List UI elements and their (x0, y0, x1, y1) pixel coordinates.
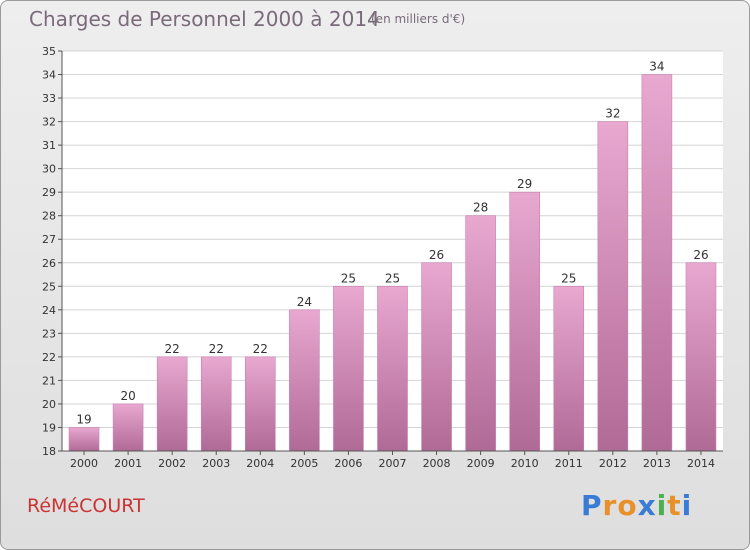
y-tick-label: 19 (42, 421, 56, 434)
bar (553, 285, 585, 452)
logo-letter: r (602, 489, 618, 522)
data-label: 26 (693, 248, 708, 262)
y-tick-label: 31 (42, 139, 56, 152)
x-tick-label: 2013 (643, 457, 671, 470)
bar (641, 74, 673, 452)
y-tick-label: 20 (42, 398, 56, 411)
x-tick-label: 2000 (70, 457, 98, 470)
x-tick-label: 2004 (246, 457, 274, 470)
bar (333, 285, 364, 452)
proxiti-logo[interactable]: Proxiti (581, 489, 692, 522)
x-tick-label: 2002 (158, 457, 186, 470)
x-tick-label: 2007 (379, 457, 407, 470)
bar (597, 121, 629, 452)
y-tick-label: 22 (42, 351, 56, 364)
data-label: 22 (253, 342, 268, 356)
data-label: 25 (385, 271, 400, 285)
data-label: 22 (165, 342, 180, 356)
y-tick-label: 27 (42, 233, 56, 246)
y-tick-label: 26 (42, 257, 56, 270)
bar (377, 285, 408, 452)
y-tick-label: 33 (42, 92, 56, 105)
x-tick-label: 2001 (114, 457, 142, 470)
data-label: 24 (297, 295, 312, 309)
y-tick-label: 34 (42, 69, 56, 82)
data-label: 34 (649, 60, 664, 74)
bar (68, 427, 100, 452)
chart-title: Charges de Personnel 2000 à 2014 (29, 7, 380, 31)
bar (685, 262, 717, 452)
data-label: 19 (76, 412, 91, 426)
data-label: 29 (517, 177, 532, 191)
x-tick-label: 2014 (687, 457, 715, 470)
y-tick-label: 18 (42, 445, 56, 458)
x-tick-label: 2009 (467, 457, 495, 470)
y-tick-label: 28 (42, 210, 56, 223)
y-tick-label: 24 (42, 304, 56, 317)
y-tick-label: 21 (42, 374, 56, 387)
bar (156, 356, 188, 452)
bar (200, 356, 232, 452)
y-tick-label: 30 (42, 163, 56, 176)
x-tick-label: 2005 (290, 457, 318, 470)
data-label: 22 (209, 342, 224, 356)
y-tick-label: 23 (42, 327, 56, 340)
x-tick-label: 2003 (202, 457, 230, 470)
commune-name: RéMéCOURT (27, 495, 145, 517)
logo-letter: P (581, 489, 603, 522)
data-label: 32 (605, 107, 620, 121)
chart-subtitle: (en milliers d'€) (371, 12, 466, 26)
y-tick-label: 32 (42, 116, 56, 129)
logo-letter: x (637, 489, 657, 522)
bar (245, 356, 276, 452)
y-tick-label: 29 (42, 186, 56, 199)
logo-letter: i (656, 489, 668, 522)
logo-letter: i (681, 489, 693, 522)
data-label: 28 (473, 201, 488, 215)
bar (289, 309, 320, 452)
data-label: 25 (341, 271, 356, 285)
bar (112, 403, 144, 452)
data-label: 25 (561, 271, 576, 285)
y-tick-label: 25 (42, 280, 56, 293)
bar (465, 215, 496, 452)
data-label: 26 (429, 248, 444, 262)
x-tick-label: 2011 (555, 457, 583, 470)
x-tick-label: 2012 (599, 457, 627, 470)
data-label: 20 (120, 389, 135, 403)
y-tick-label: 35 (42, 45, 56, 58)
bar (509, 191, 540, 452)
logo-letter: t (667, 489, 682, 522)
logo-letter: o (617, 489, 638, 522)
bar (421, 262, 452, 452)
x-tick-label: 2010 (511, 457, 539, 470)
x-tick-label: 2008 (423, 457, 451, 470)
x-tick-label: 2006 (334, 457, 362, 470)
